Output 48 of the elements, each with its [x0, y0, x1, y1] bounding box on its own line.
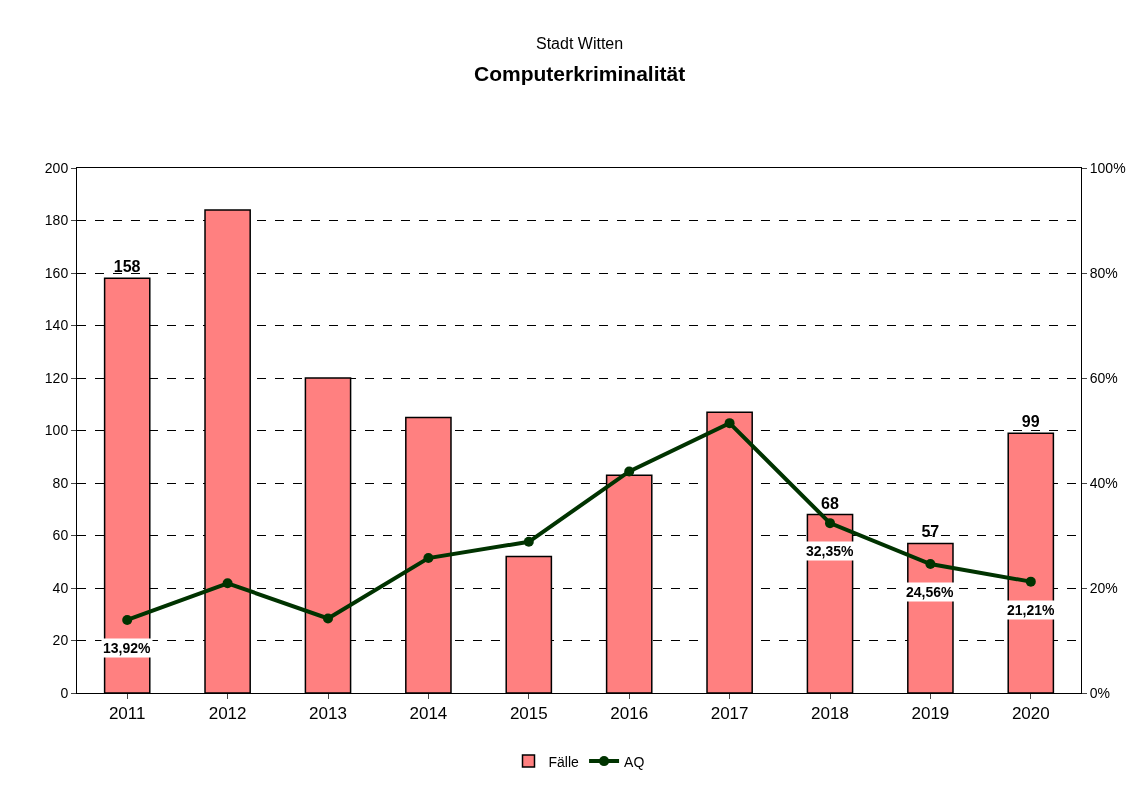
point — [222, 578, 233, 589]
data-label: 68 — [821, 494, 839, 512]
y-tick-label: 200 — [44, 159, 69, 176]
y-tick-label: 160 — [44, 264, 69, 281]
x-tick-label: 2020 — [1011, 704, 1050, 724]
y2-tick-label: 40% — [1089, 474, 1118, 491]
legend-label: AQ — [624, 753, 645, 770]
point — [1025, 576, 1036, 587]
data-label: 158 — [113, 258, 141, 276]
data-label: 13,92% — [103, 640, 152, 656]
point — [925, 559, 936, 570]
y-tick-label: 140 — [44, 317, 69, 334]
x-tick-label: 2019 — [911, 704, 950, 724]
y2-tick-label: 60% — [1089, 369, 1118, 386]
point — [323, 613, 333, 624]
y-tick-label: 120 — [44, 369, 69, 386]
x-tick-label: 2016 — [610, 704, 649, 724]
chart-title: Computerkriminalität — [474, 62, 686, 85]
x-tick-label: 2018 — [811, 704, 849, 724]
y2-tick-label: 0% — [1089, 684, 1111, 701]
y-tick-label: 40 — [52, 579, 69, 596]
x-tick-label: 2017 — [710, 704, 749, 724]
point — [624, 466, 635, 477]
y-tick-label: 60 — [52, 527, 69, 544]
point — [825, 518, 835, 529]
y-tick-label: 80 — [52, 474, 69, 491]
y-tick-label: 180 — [44, 212, 69, 229]
data-label: 99 — [1021, 413, 1040, 431]
x-tick-label: 2014 — [409, 704, 448, 724]
y2-tick-label: 80% — [1089, 264, 1118, 281]
data-label: 21,21% — [1007, 602, 1056, 618]
chart-subtitle: Stadt Witten — [536, 35, 624, 52]
x-tick-label: 2012 — [208, 704, 247, 724]
y-tick-label: 100 — [44, 422, 69, 439]
point — [423, 553, 434, 564]
y2-tick-label: 20% — [1089, 579, 1118, 596]
y-tick-label: 0 — [60, 684, 69, 701]
data-label: 24,56% — [906, 584, 955, 600]
data-label: 32,35% — [806, 543, 855, 559]
legend-label: Fälle — [548, 753, 580, 770]
x-tick-label: 2011 — [108, 704, 146, 724]
point — [724, 418, 735, 429]
x-tick-label: 2013 — [309, 704, 347, 724]
point — [122, 614, 133, 625]
y2-tick-label: 100% — [1089, 159, 1126, 176]
point — [523, 536, 534, 547]
x-tick-label: 2015 — [509, 704, 548, 724]
y-tick-label: 20 — [52, 632, 69, 649]
